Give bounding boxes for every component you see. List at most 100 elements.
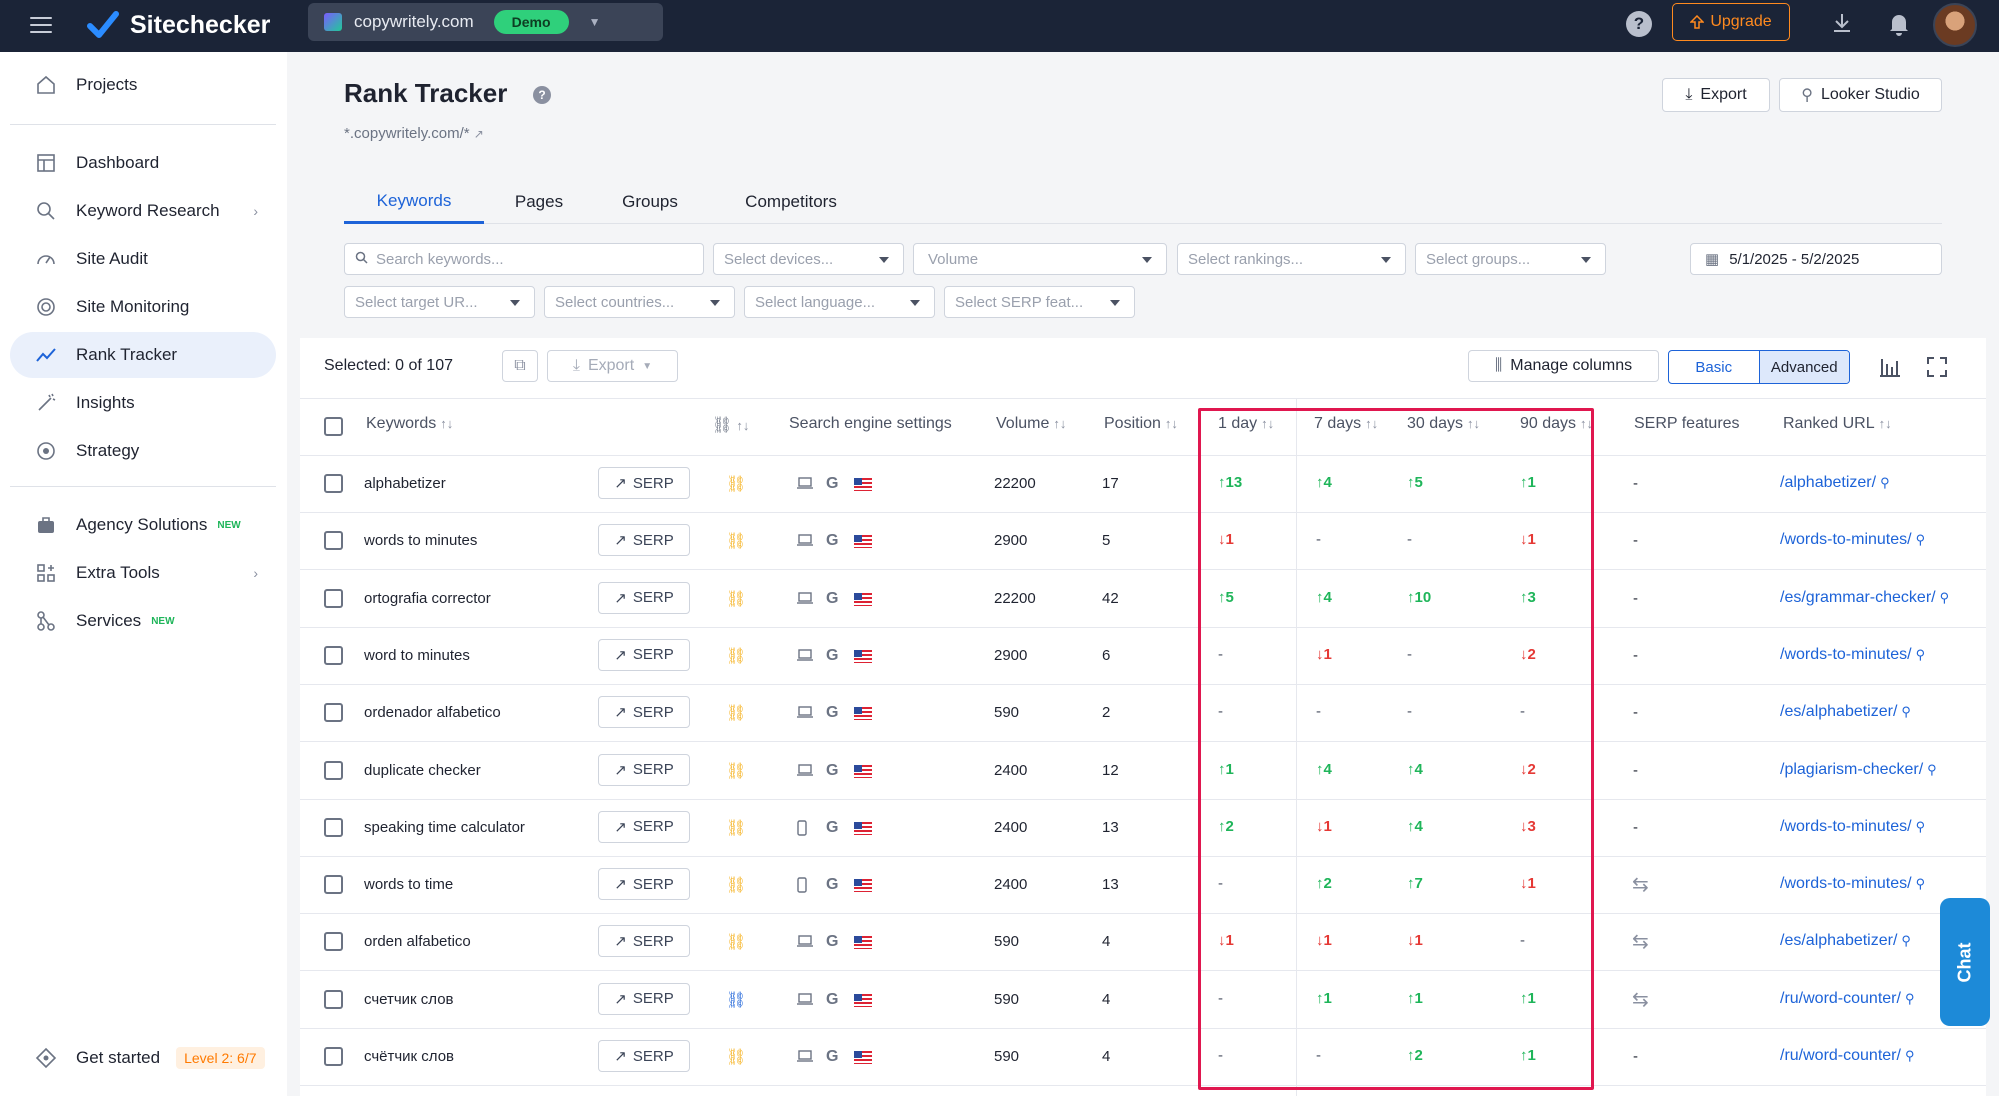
- date-range-picker[interactable]: ▦ 5/1/2025 - 5/2/2025: [1690, 243, 1942, 275]
- table-row[interactable]: [300, 571, 1986, 628]
- sidebar-item-rank-tracker[interactable]: Rank Tracker: [10, 332, 276, 378]
- select-all-checkbox[interactable]: [324, 417, 343, 436]
- row-checkbox[interactable]: [324, 531, 343, 551]
- app-logo[interactable]: Sitechecker: [86, 8, 270, 42]
- ranked-url-link[interactable]: /words-to-minutes/⚲: [1780, 531, 1925, 549]
- serp-button[interactable]: ↗ SERP: [598, 581, 690, 614]
- table-row[interactable]: [300, 857, 1986, 915]
- devices-select[interactable]: Select devices...: [713, 243, 904, 275]
- basic-view-button[interactable]: Basic: [1695, 358, 1733, 376]
- sidebar-item-extra-tools[interactable]: Extra Tools ›: [10, 550, 276, 596]
- column-link[interactable]: ⛓ ↑↓: [712, 415, 749, 435]
- sidebar-item-projects[interactable]: Projects: [10, 62, 276, 108]
- search-icon[interactable]: ⚲: [1915, 532, 1926, 548]
- table-row[interactable]: [300, 685, 1986, 743]
- serp-features-icon[interactable]: ⇆: [1632, 988, 1649, 1011]
- row-checkbox[interactable]: [324, 588, 343, 608]
- ranked-url-link[interactable]: /es/alphabetizer/⚲: [1780, 703, 1911, 721]
- target-url-select[interactable]: Select target UR...: [344, 286, 535, 318]
- countries-select[interactable]: Select countries...: [544, 286, 735, 318]
- ranked-url-link[interactable]: /ru/word-counter/⚲: [1780, 990, 1914, 1008]
- search-icon[interactable]: ⚲: [1915, 646, 1926, 662]
- link-icon[interactable]: ⛓: [726, 991, 747, 1009]
- upgrade-button[interactable]: Upgrade: [1672, 3, 1790, 41]
- menu-icon[interactable]: [30, 14, 52, 36]
- link-icon[interactable]: ⛓: [726, 476, 747, 493]
- sidebar-item-site-audit[interactable]: Site Audit: [10, 236, 276, 282]
- table-row[interactable]: [300, 628, 1986, 685]
- link-icon[interactable]: ⛓: [726, 533, 747, 551]
- search-icon[interactable]: ⚲: [1904, 990, 1915, 1006]
- row-checkbox[interactable]: [324, 760, 343, 780]
- table-row[interactable]: [300, 456, 1986, 513]
- search-icon[interactable]: ⚲: [1927, 761, 1937, 777]
- link-icon[interactable]: ⛓: [726, 762, 747, 780]
- sidebar-item-dashboard[interactable]: Dashboard: [10, 140, 276, 186]
- table-row[interactable]: [300, 1029, 1986, 1086]
- serp-button[interactable]: ↗ SERP: [598, 524, 690, 557]
- language-select[interactable]: Select language...: [744, 286, 935, 318]
- link-icon[interactable]: ⛓: [726, 819, 747, 837]
- ranked-url-link[interactable]: /es/grammar-checker/⚲: [1780, 589, 1949, 607]
- serp-button[interactable]: ↗ SERP: [598, 1040, 690, 1072]
- table-row[interactable]: [300, 914, 1986, 972]
- volume-select[interactable]: Volume: [913, 243, 1167, 275]
- search-icon[interactable]: ⚲: [1915, 876, 1926, 892]
- serp-button[interactable]: ↗ SERP: [598, 467, 690, 499]
- table-row[interactable]: [300, 972, 1986, 1029]
- export-button[interactable]: ⤓ Export: [1662, 78, 1770, 112]
- link-icon[interactable]: ⛓: [726, 1049, 747, 1066]
- column-30-days[interactable]: 30 days ↑↓: [1407, 415, 1480, 433]
- looker-studio-button[interactable]: ⚲ Looker Studio: [1779, 78, 1942, 112]
- column-7-days[interactable]: 7 days ↑↓: [1314, 415, 1378, 433]
- column-position[interactable]: Position ↑↓: [1104, 415, 1178, 433]
- manage-columns-button[interactable]: ⫼ Manage columns: [1468, 350, 1659, 382]
- column-90-days[interactable]: 90 days ↑↓: [1520, 415, 1593, 433]
- serp-button[interactable]: ↗ SERP: [598, 868, 690, 901]
- sidebar-item-get-started[interactable]: Get started Level 2: 6/7: [10, 1035, 276, 1081]
- ranked-url-link[interactable]: /es/alphabetizer/⚲: [1780, 932, 1911, 950]
- tab-keywords[interactable]: Keywords: [344, 180, 484, 224]
- project-selector[interactable]: copywritely.com Demo ▼: [308, 3, 663, 41]
- tab-groups[interactable]: Groups: [622, 192, 678, 211]
- sidebar-item-agency-solutions[interactable]: Agency Solutions NEW: [10, 502, 276, 548]
- sidebar-item-strategy[interactable]: Strategy: [10, 428, 276, 474]
- row-checkbox[interactable]: [324, 703, 343, 723]
- ranked-url-link[interactable]: /words-to-minutes/⚲: [1780, 875, 1925, 893]
- serp-features-select[interactable]: Select SERP feat...: [944, 286, 1135, 318]
- row-checkbox[interactable]: [324, 474, 343, 493]
- link-icon[interactable]: ⛓: [726, 934, 747, 952]
- serp-button[interactable]: ↗ SERP: [598, 810, 690, 843]
- serp-button[interactable]: ↗ SERP: [598, 696, 690, 729]
- fullscreen-icon[interactable]: [1926, 356, 1948, 378]
- sidebar-item-services[interactable]: Services NEW: [10, 598, 276, 644]
- search-icon[interactable]: ⚲: [1901, 704, 1911, 720]
- tab-pages[interactable]: Pages: [514, 192, 564, 211]
- row-checkbox[interactable]: [324, 1047, 343, 1066]
- ranked-url-link[interactable]: /plagiarism-checker/⚲: [1780, 761, 1937, 779]
- help-icon[interactable]: ?: [1626, 11, 1652, 37]
- tab-competitors[interactable]: Competitors: [745, 192, 837, 211]
- bell-icon[interactable]: [1886, 10, 1912, 36]
- ranked-url-link[interactable]: /alphabetizer/⚲: [1780, 474, 1890, 492]
- link-icon[interactable]: ⛓: [726, 590, 747, 608]
- search-icon[interactable]: ⚲: [1915, 818, 1926, 834]
- search-icon[interactable]: ⚲: [1901, 933, 1911, 949]
- search-input[interactable]: Search keywords...: [344, 243, 704, 275]
- bulk-export-button[interactable]: ⤓ Export ▼: [547, 350, 678, 382]
- help-circle-icon[interactable]: ?: [533, 86, 551, 104]
- serp-button[interactable]: ↗ SERP: [598, 925, 690, 958]
- ranked-url-link[interactable]: /ru/word-counter/⚲: [1780, 1047, 1914, 1065]
- row-checkbox[interactable]: [324, 817, 343, 837]
- sidebar-item-keyword-research[interactable]: Keyword Research ›: [10, 188, 276, 234]
- table-row[interactable]: [300, 513, 1986, 571]
- column-volume[interactable]: Volume ↑↓: [996, 415, 1066, 433]
- column-1-day[interactable]: 1 day ↑↓: [1218, 415, 1274, 433]
- column-ranked-url[interactable]: Ranked URL ↑↓: [1783, 415, 1892, 433]
- chat-button[interactable]: Chat: [1940, 898, 1990, 1026]
- project-scope[interactable]: *.copywritely.com/* ↗: [344, 125, 484, 142]
- sidebar-item-insights[interactable]: Insights: [10, 380, 276, 426]
- advanced-view-button[interactable]: Advanced: [1758, 351, 1849, 383]
- search-icon[interactable]: ⚲: [1904, 1048, 1915, 1063]
- serp-features-icon[interactable]: ⇆: [1632, 874, 1649, 897]
